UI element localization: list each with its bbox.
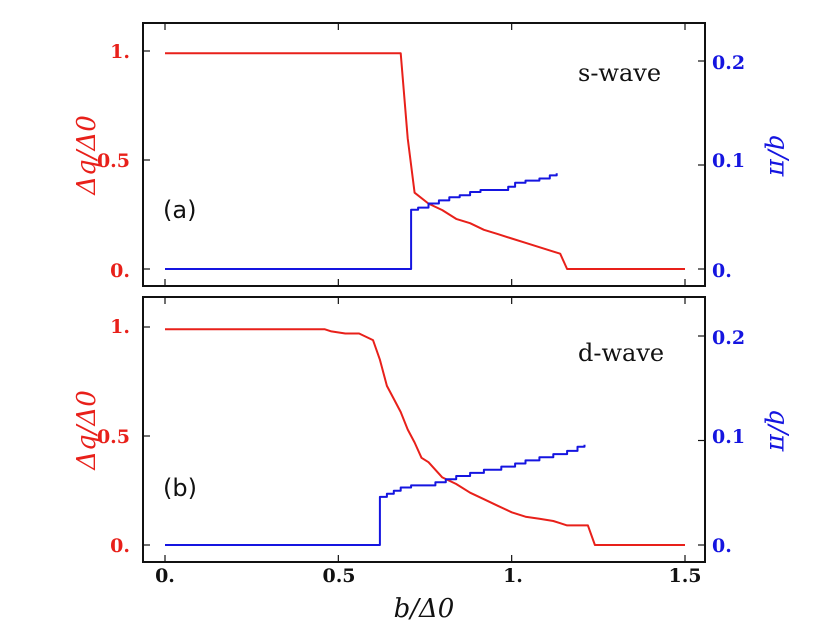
panel-a-series-delta [165, 52, 685, 270]
panel-a-left-tick-1: 0.5 [97, 150, 130, 172]
panel-b-right-tick-1: 0.1 [712, 426, 745, 448]
panel-a-ticks [143, 23, 705, 286]
panel-b-xlabel: b/Δ0 [394, 594, 455, 624]
panel-b-left-ylabel: Δq/Δ0 [72, 390, 102, 471]
panel-a-left-tick-0: 0. [110, 260, 130, 282]
panel-b-x-tick-1: 0.5 [322, 565, 355, 587]
panel-b-series-delta [165, 328, 685, 546]
panel-b-right-tick-2: 0.2 [712, 327, 745, 349]
panel-a-left-ylabel: Δq/Δ0 [72, 115, 102, 196]
panel-b-left-tick-2: 1. [110, 316, 130, 338]
panel-a-right-tick-1: 0.1 [712, 150, 745, 172]
panel-b-right-ylabel: q/π [763, 409, 793, 452]
panel-b-ticks [143, 297, 705, 562]
panel-a-tag: (a) [163, 196, 196, 224]
panel-a-series [165, 52, 685, 270]
panel-a: 0. 0.5 1. 0. 0.1 0.2 Δq/Δ0 q/π s-wave (a… [72, 22, 793, 287]
panel-a-right-tick-2: 0.2 [712, 52, 745, 74]
panel-b-x-tick-0: 0. [155, 565, 175, 587]
panel-b-annotation: d-wave [578, 339, 664, 367]
panel-b-series-q [165, 444, 586, 546]
panel-a-left-tick-2: 1. [110, 41, 130, 63]
panel-a-frame [142, 22, 706, 287]
panel-a-annotation: s-wave [578, 59, 661, 87]
panel-b-left-tick-0: 0. [110, 535, 130, 557]
panel-a-right-tick-0: 0. [712, 260, 732, 282]
panel-b-series [165, 328, 685, 546]
panel-b-left-tick-1: 0.5 [97, 426, 130, 448]
panel-b-tag: (b) [163, 474, 197, 502]
panel-b: 0. 0.5 1. 0. 0.1 0.2 0. 0.5 1. 1.5 Δq/Δ0… [72, 296, 793, 624]
panel-a-right-ylabel: q/π [763, 134, 793, 177]
panel-a-series-q [165, 173, 558, 270]
panel-b-right-tick-0: 0. [712, 535, 732, 557]
panel-b-x-tick-3: 1.5 [668, 565, 701, 587]
panel-b-x-tick-2: 1. [503, 565, 523, 587]
panel-b-frame [142, 296, 706, 563]
